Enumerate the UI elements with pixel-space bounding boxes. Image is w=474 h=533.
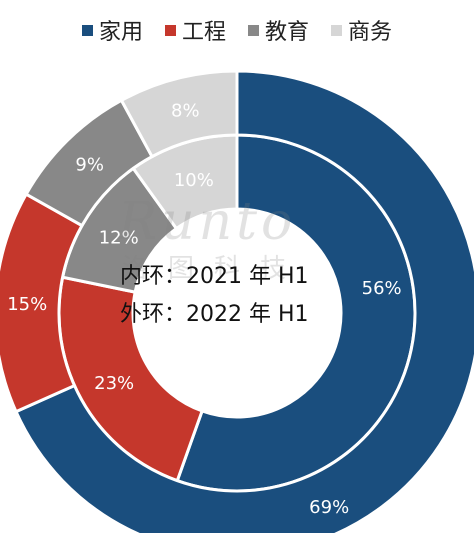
legend-item-engineering: 工程	[164, 14, 226, 46]
inner-ring-label-engineering: 23%	[94, 373, 134, 394]
outer-ring-slice-home	[14, 69, 474, 533]
legend-label-education: 教育	[265, 20, 310, 45]
outer-ring-label-education: 9%	[75, 154, 104, 175]
legend-label-engineering: 工程	[181, 20, 226, 45]
legend-label-business: 商务	[348, 20, 393, 45]
legend-swatch-engineering	[164, 24, 176, 36]
outer-ring-label-engineering: 15%	[7, 294, 47, 315]
legend-label-home: 家用	[98, 20, 143, 45]
outer-ring-slice-business	[119, 69, 239, 159]
inner-ring-label-education: 12%	[99, 227, 139, 248]
legend-swatch-home	[81, 24, 93, 36]
inner-ring-label-home: 56%	[362, 278, 402, 299]
legend-swatch-business	[331, 24, 343, 36]
legend-item-home: 家用	[81, 14, 143, 46]
inner-ring-label-business: 10%	[174, 170, 214, 191]
inner-ring-caption: 内环：2021 年 H1	[120, 264, 309, 289]
legend-item-business: 商务	[331, 14, 392, 46]
outer-ring-caption: 外环：2022 年 H1	[120, 302, 309, 327]
outer-ring-label-business: 8%	[171, 100, 200, 121]
legend-item-education: 教育	[248, 14, 309, 46]
legend-swatch-education	[248, 24, 259, 36]
legend: 家用 工程 教育 商务	[0, 14, 474, 46]
outer-ring-label-home: 69%	[309, 497, 349, 518]
